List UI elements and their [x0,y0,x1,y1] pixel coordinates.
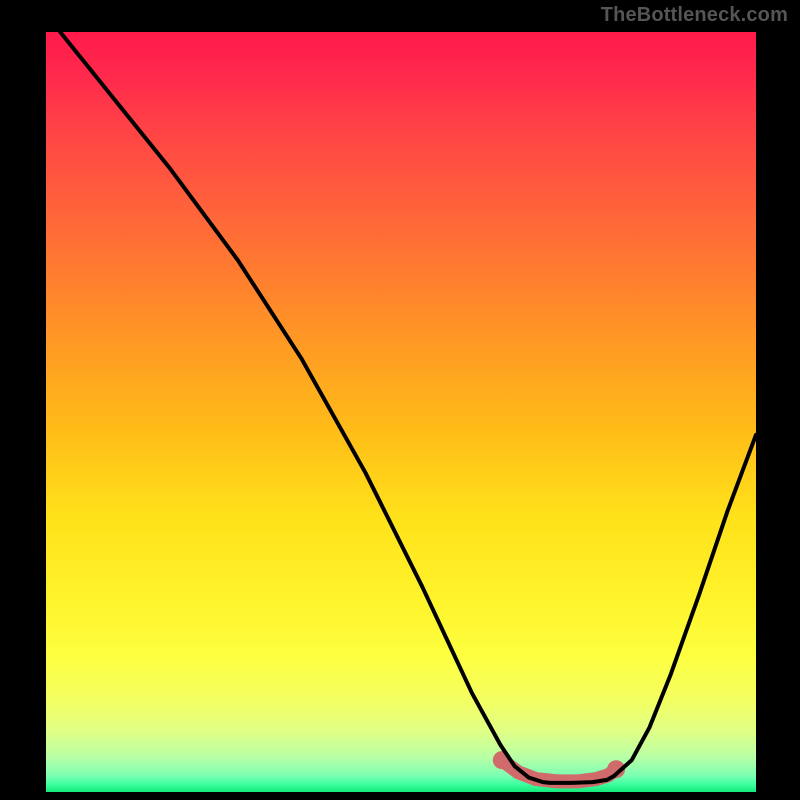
attribution-text: TheBottleneck.com [601,4,788,27]
plot-area [46,32,756,792]
chart-container: TheBottleneck.com [0,0,800,800]
curve-layer [46,32,756,792]
bottleneck-curve [60,32,756,783]
